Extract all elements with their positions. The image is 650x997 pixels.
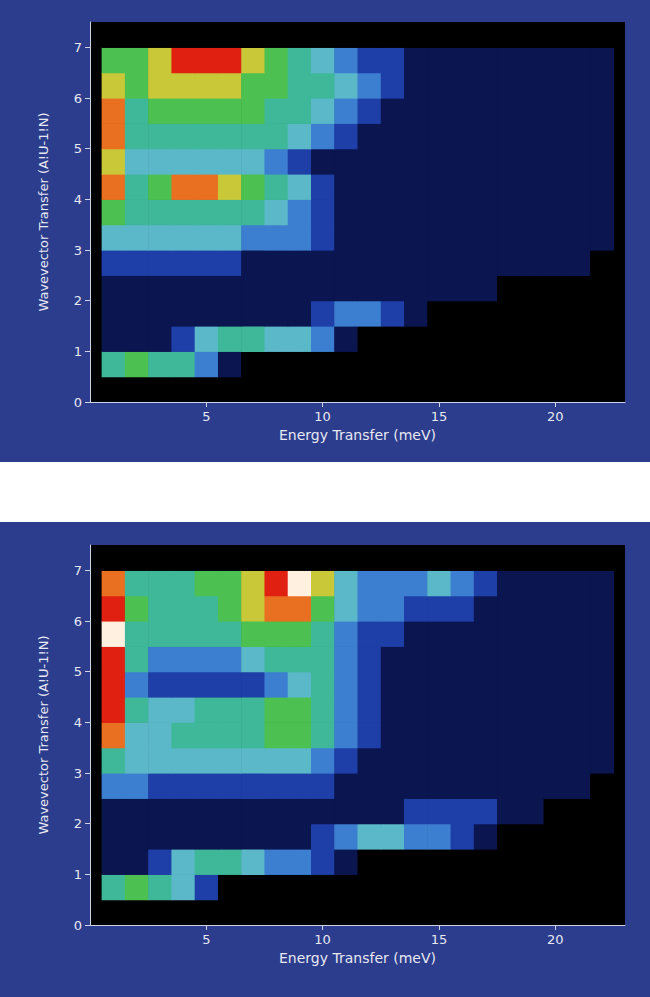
svg-text:20: 20 [547, 409, 564, 424]
svg-text:20: 20 [547, 932, 564, 947]
svg-text:6: 6 [74, 91, 82, 106]
svg-text:10: 10 [314, 409, 331, 424]
svg-text:5: 5 [202, 932, 210, 947]
svg-text:3: 3 [74, 766, 82, 781]
svg-text:5: 5 [74, 664, 82, 679]
svg-text:4: 4 [74, 192, 82, 207]
svg-text:5: 5 [74, 141, 82, 156]
svg-text:2: 2 [74, 816, 82, 831]
svg-text:5: 5 [202, 409, 210, 424]
svg-text:Energy Transfer (meV): Energy Transfer (meV) [279, 950, 436, 966]
svg-text:0: 0 [74, 918, 82, 933]
svg-text:10: 10 [314, 932, 331, 947]
svg-text:1: 1 [74, 867, 82, 882]
svg-text:7: 7 [74, 40, 82, 55]
svg-text:0: 0 [74, 395, 82, 410]
svg-text:15: 15 [431, 409, 448, 424]
svg-text:Wavevector Transfer (A!U-1!N): Wavevector Transfer (A!U-1!N) [36, 635, 51, 834]
svg-text:7: 7 [74, 563, 82, 578]
svg-text:1: 1 [74, 344, 82, 359]
svg-text:15: 15 [431, 932, 448, 947]
svg-text:6: 6 [74, 614, 82, 629]
svg-text:2: 2 [74, 293, 82, 308]
svg-text:Energy Transfer (meV): Energy Transfer (meV) [279, 427, 436, 443]
svg-text:3: 3 [74, 243, 82, 258]
svg-text:4: 4 [74, 715, 82, 730]
svg-text:Wavevector Transfer (A!U-1!N): Wavevector Transfer (A!U-1!N) [36, 112, 51, 311]
